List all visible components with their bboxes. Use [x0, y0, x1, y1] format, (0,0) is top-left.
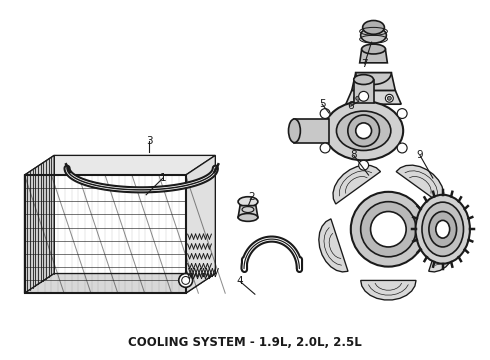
Polygon shape [24, 156, 54, 293]
Circle shape [356, 96, 360, 100]
Polygon shape [319, 219, 348, 272]
Text: 5: 5 [319, 99, 325, 109]
Ellipse shape [422, 202, 464, 256]
Ellipse shape [238, 197, 258, 207]
Circle shape [351, 192, 426, 267]
Ellipse shape [416, 195, 470, 264]
Circle shape [359, 160, 368, 170]
Circle shape [354, 94, 362, 102]
Polygon shape [333, 165, 381, 204]
Circle shape [348, 115, 379, 147]
Polygon shape [356, 73, 392, 85]
Polygon shape [186, 156, 215, 293]
Polygon shape [24, 156, 215, 175]
Text: COOLING SYSTEM - 1.9L, 2.0L, 2.5L: COOLING SYSTEM - 1.9L, 2.0L, 2.5L [128, 336, 362, 349]
Text: 3: 3 [146, 136, 152, 145]
Polygon shape [352, 73, 395, 90]
Ellipse shape [238, 213, 258, 221]
Ellipse shape [429, 212, 457, 247]
Ellipse shape [436, 220, 450, 238]
Circle shape [320, 143, 330, 153]
Polygon shape [396, 165, 444, 204]
Circle shape [386, 94, 393, 102]
Text: 4: 4 [237, 276, 244, 287]
Polygon shape [238, 206, 258, 217]
Circle shape [179, 274, 193, 287]
Circle shape [388, 96, 392, 100]
Text: 1: 1 [160, 173, 166, 183]
Text: 9: 9 [416, 150, 423, 161]
Circle shape [356, 123, 371, 139]
Circle shape [361, 202, 416, 257]
Circle shape [320, 109, 330, 118]
Text: 8: 8 [350, 150, 357, 161]
Circle shape [397, 109, 407, 118]
Text: 2: 2 [248, 192, 255, 202]
Bar [294, 119, 329, 143]
Circle shape [397, 143, 407, 153]
Ellipse shape [337, 111, 391, 150]
Bar [354, 80, 373, 103]
Polygon shape [429, 219, 458, 272]
Circle shape [370, 212, 406, 247]
Polygon shape [24, 274, 215, 293]
Ellipse shape [363, 21, 384, 34]
Ellipse shape [324, 101, 403, 160]
Circle shape [359, 91, 368, 101]
Ellipse shape [362, 44, 386, 54]
Ellipse shape [361, 27, 387, 43]
Ellipse shape [289, 119, 300, 143]
Text: 6: 6 [347, 101, 354, 111]
Polygon shape [360, 49, 388, 63]
Polygon shape [346, 90, 401, 104]
Text: 7: 7 [361, 59, 368, 69]
Polygon shape [361, 280, 416, 300]
Ellipse shape [354, 75, 373, 85]
